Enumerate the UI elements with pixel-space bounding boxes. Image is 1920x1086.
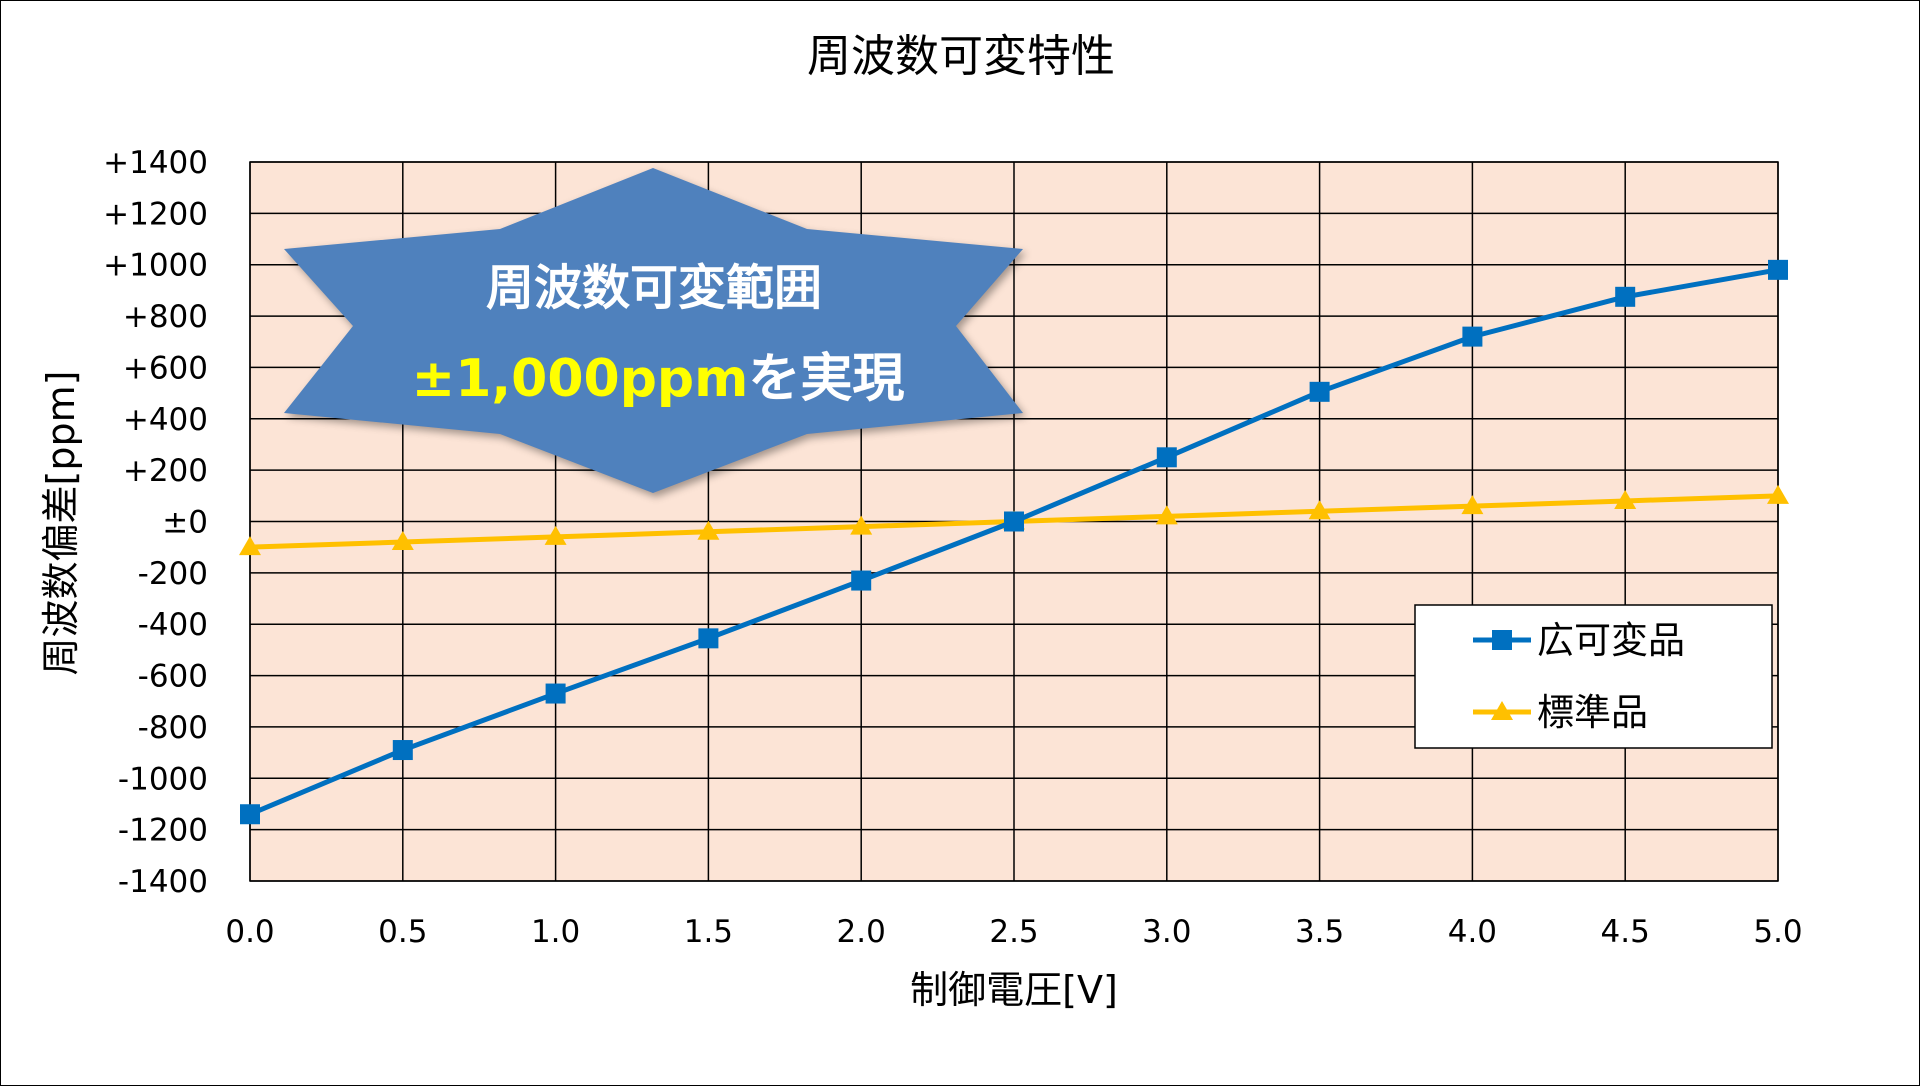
y-axis-label: 周波数偏差[ppm] — [39, 371, 83, 676]
y-tick-label: +200 — [123, 453, 208, 489]
data-point — [544, 525, 567, 545]
x-axis-label: 制御電圧[V] — [910, 968, 1118, 1012]
callout-line1: 周波数可変範囲 — [486, 260, 822, 316]
data-point — [1309, 381, 1330, 402]
x-tick-label: 5.0 — [1753, 914, 1802, 950]
y-tick-label: -1400 — [118, 864, 208, 900]
y-tick-label: -400 — [138, 607, 208, 643]
x-tick-label: 3.5 — [1295, 914, 1344, 950]
y-tick-label: -600 — [138, 659, 208, 695]
legend-label: 標準品 — [1537, 691, 1648, 734]
data-point — [1768, 259, 1788, 280]
y-tick-label: +400 — [123, 402, 208, 438]
x-tick-label: 1.5 — [684, 914, 733, 950]
data-point — [851, 570, 872, 591]
data-point — [391, 531, 414, 551]
series-wide-variable — [240, 259, 1788, 825]
x-tick-label: 0.0 — [225, 914, 274, 950]
data-point — [1767, 484, 1789, 504]
y-tick-label: -200 — [138, 556, 208, 592]
legend-item: 広可変品 — [1473, 619, 1685, 662]
legend-box — [1414, 604, 1773, 749]
data-point — [1156, 447, 1177, 468]
data-point — [1615, 286, 1636, 307]
callout-line2: ±1,000ppmを実現 — [412, 349, 905, 409]
data-point — [239, 536, 261, 556]
legend-label: 広可変品 — [1537, 619, 1685, 662]
x-tick-label: 3.0 — [1142, 914, 1191, 950]
y-tick-label: ±0 — [162, 505, 208, 541]
y-tick-labels: +1400 +1200 +1000 +800 +600 +400 +200 ±0 -200 -40… — [103, 145, 208, 900]
x-tick-label: 4.0 — [1448, 914, 1497, 950]
legend-item: 標準品 — [1473, 691, 1648, 734]
callout-starburst: 周波数可変範囲 ±1,000ppmを実現 — [284, 168, 1023, 493]
legend-marker — [1492, 630, 1512, 650]
legend-marker — [1491, 701, 1513, 720]
x-tick-label: 1.0 — [531, 914, 580, 950]
y-tick-label: -1200 — [118, 813, 208, 849]
chart-title: 周波数可変特性 — [807, 31, 1115, 82]
x-tick-label: 2.5 — [989, 914, 1038, 950]
data-point — [1004, 511, 1024, 532]
data-point — [240, 804, 260, 825]
y-tick-label: +1200 — [103, 196, 208, 232]
data-point — [392, 740, 413, 761]
x-tick-label: 0.5 — [378, 914, 427, 950]
data-point — [545, 683, 566, 704]
data-point — [1308, 500, 1331, 520]
y-tick-label: +600 — [123, 350, 208, 386]
data-point — [1614, 489, 1637, 509]
x-tick-label: 2.0 — [837, 914, 886, 950]
series-layer — [239, 259, 1789, 825]
callout-starburst-shape — [284, 168, 1023, 493]
y-tick-label: +800 — [123, 299, 208, 335]
data-point — [698, 628, 719, 649]
callout-line2-highlight: ±1,000ppm — [412, 349, 749, 409]
y-tick-label: +1000 — [103, 248, 208, 284]
data-point — [1461, 495, 1484, 515]
data-point — [1462, 326, 1483, 347]
y-tick-label: -800 — [138, 710, 208, 746]
x-tick-labels: 0.0 0.5 1.0 1.5 2.0 2.5 3.0 3.5 4.0 4.5 5.0 — [225, 914, 1802, 950]
data-point — [850, 515, 873, 535]
plot-border — [249, 161, 1779, 882]
data-point — [697, 520, 720, 540]
y-tick-label: +1400 — [103, 145, 208, 181]
y-tick-label: -1000 — [118, 761, 208, 797]
x-tick-label: 4.5 — [1601, 914, 1650, 950]
callout-line2-rest: を実現 — [748, 349, 904, 409]
data-point — [1155, 505, 1178, 525]
